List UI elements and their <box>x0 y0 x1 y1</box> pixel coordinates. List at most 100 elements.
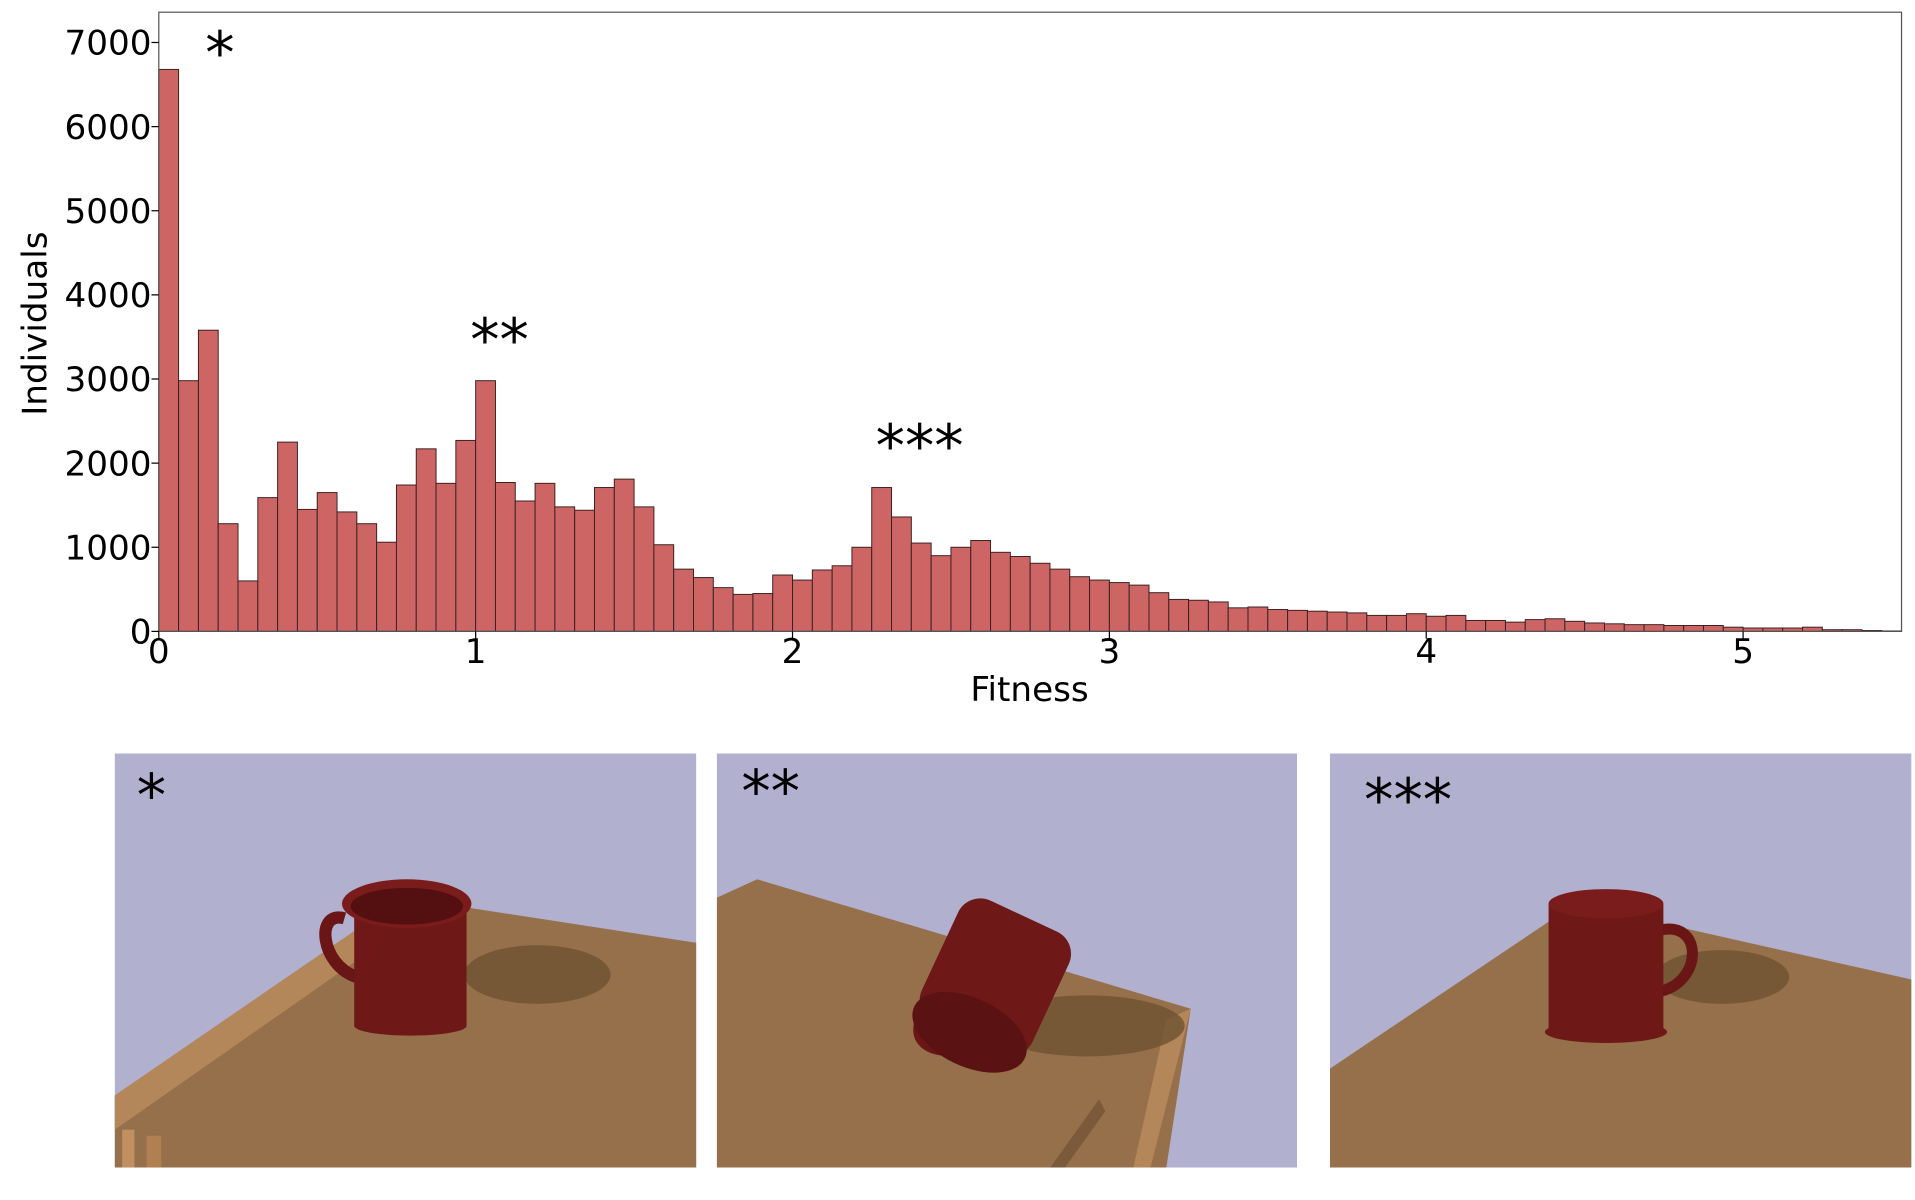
bar <box>197 329 219 632</box>
bar <box>178 380 199 632</box>
bar <box>1346 612 1368 632</box>
bar <box>1663 625 1685 632</box>
bar <box>1603 623 1625 632</box>
scene-panel <box>114 753 697 1168</box>
bar <box>1049 568 1071 632</box>
x-tick-label: 1 <box>465 632 487 672</box>
bar <box>1524 619 1546 632</box>
bar <box>930 555 952 632</box>
bar <box>257 497 279 632</box>
bar <box>514 500 536 632</box>
bar <box>475 380 496 632</box>
bar <box>712 587 734 632</box>
bar <box>1128 584 1150 632</box>
bar <box>1544 618 1566 632</box>
bar <box>1623 624 1645 632</box>
bar <box>1207 601 1229 632</box>
bar <box>950 546 972 632</box>
bar <box>395 484 417 632</box>
bar <box>1089 579 1110 632</box>
bar <box>673 568 694 632</box>
bar <box>1564 620 1586 632</box>
bar <box>1425 615 1447 632</box>
y-tick-label: 0 <box>130 613 152 653</box>
bar <box>1485 619 1506 632</box>
bar <box>435 482 457 632</box>
bar <box>633 506 655 632</box>
bar <box>1722 626 1744 632</box>
bar <box>792 579 813 632</box>
bar <box>811 569 833 632</box>
bar <box>891 516 912 632</box>
bar <box>415 448 437 632</box>
bar <box>1405 613 1427 632</box>
bar <box>1465 619 1487 632</box>
bar <box>356 523 378 632</box>
bar <box>1643 624 1665 632</box>
x-tick-label: 0 <box>148 632 170 672</box>
panel-label: *** <box>1364 767 1452 835</box>
bar <box>1504 621 1526 632</box>
x-axis-label: Fitness <box>970 670 1088 710</box>
y-axis-label: Individuals <box>15 231 55 415</box>
x-tick-label: 5 <box>1732 632 1754 672</box>
x-tick-label: 4 <box>1415 632 1437 672</box>
bar <box>237 580 259 632</box>
bar <box>1683 625 1704 632</box>
bar <box>1108 582 1130 632</box>
bar <box>1802 626 1823 632</box>
bar <box>693 577 714 632</box>
y-tick-label: 5000 <box>64 192 151 232</box>
panel-label: * <box>137 762 166 830</box>
bar <box>217 523 239 632</box>
bar <box>1326 611 1348 632</box>
bar <box>970 540 992 632</box>
bar <box>1247 606 1269 632</box>
bar <box>1069 576 1091 632</box>
bar <box>1386 614 1407 632</box>
bar <box>1148 592 1170 632</box>
scene-panel <box>716 753 1298 1168</box>
bar <box>1366 614 1388 632</box>
bar <box>1584 622 1605 632</box>
scene-panel <box>1329 753 1912 1168</box>
bar <box>910 542 932 632</box>
bar <box>1168 598 1190 632</box>
y-tick-label: 1000 <box>64 528 151 568</box>
y-tick-label: 6000 <box>64 108 151 148</box>
bar <box>534 482 556 632</box>
bar <box>752 593 774 632</box>
x-tick-label: 3 <box>1098 632 1120 672</box>
bar <box>1009 556 1031 632</box>
y-tick-label: 7000 <box>64 24 151 64</box>
bar <box>732 593 754 632</box>
annotation: *** <box>876 413 964 481</box>
y-tick-label: 3000 <box>64 360 151 400</box>
annotation: * <box>205 19 234 87</box>
bar <box>831 565 853 632</box>
bar <box>574 509 595 632</box>
bar <box>1703 625 1724 632</box>
bar <box>277 441 298 632</box>
bar <box>593 487 615 632</box>
bar <box>653 544 675 632</box>
bar <box>871 487 893 632</box>
bar <box>316 492 338 632</box>
bar <box>158 68 180 632</box>
bar <box>772 574 794 632</box>
annotation: ** <box>470 306 529 374</box>
bar <box>990 551 1011 632</box>
bar <box>1445 614 1467 632</box>
bar <box>494 481 516 632</box>
panel-label: ** <box>741 758 800 826</box>
bar <box>613 478 635 632</box>
bar <box>1029 562 1051 632</box>
bar <box>1306 610 1328 632</box>
plot-frame <box>158 11 1903 632</box>
bar <box>336 511 358 632</box>
y-tick-label: 4000 <box>64 276 151 316</box>
bar <box>1287 609 1308 632</box>
bar <box>455 439 477 632</box>
